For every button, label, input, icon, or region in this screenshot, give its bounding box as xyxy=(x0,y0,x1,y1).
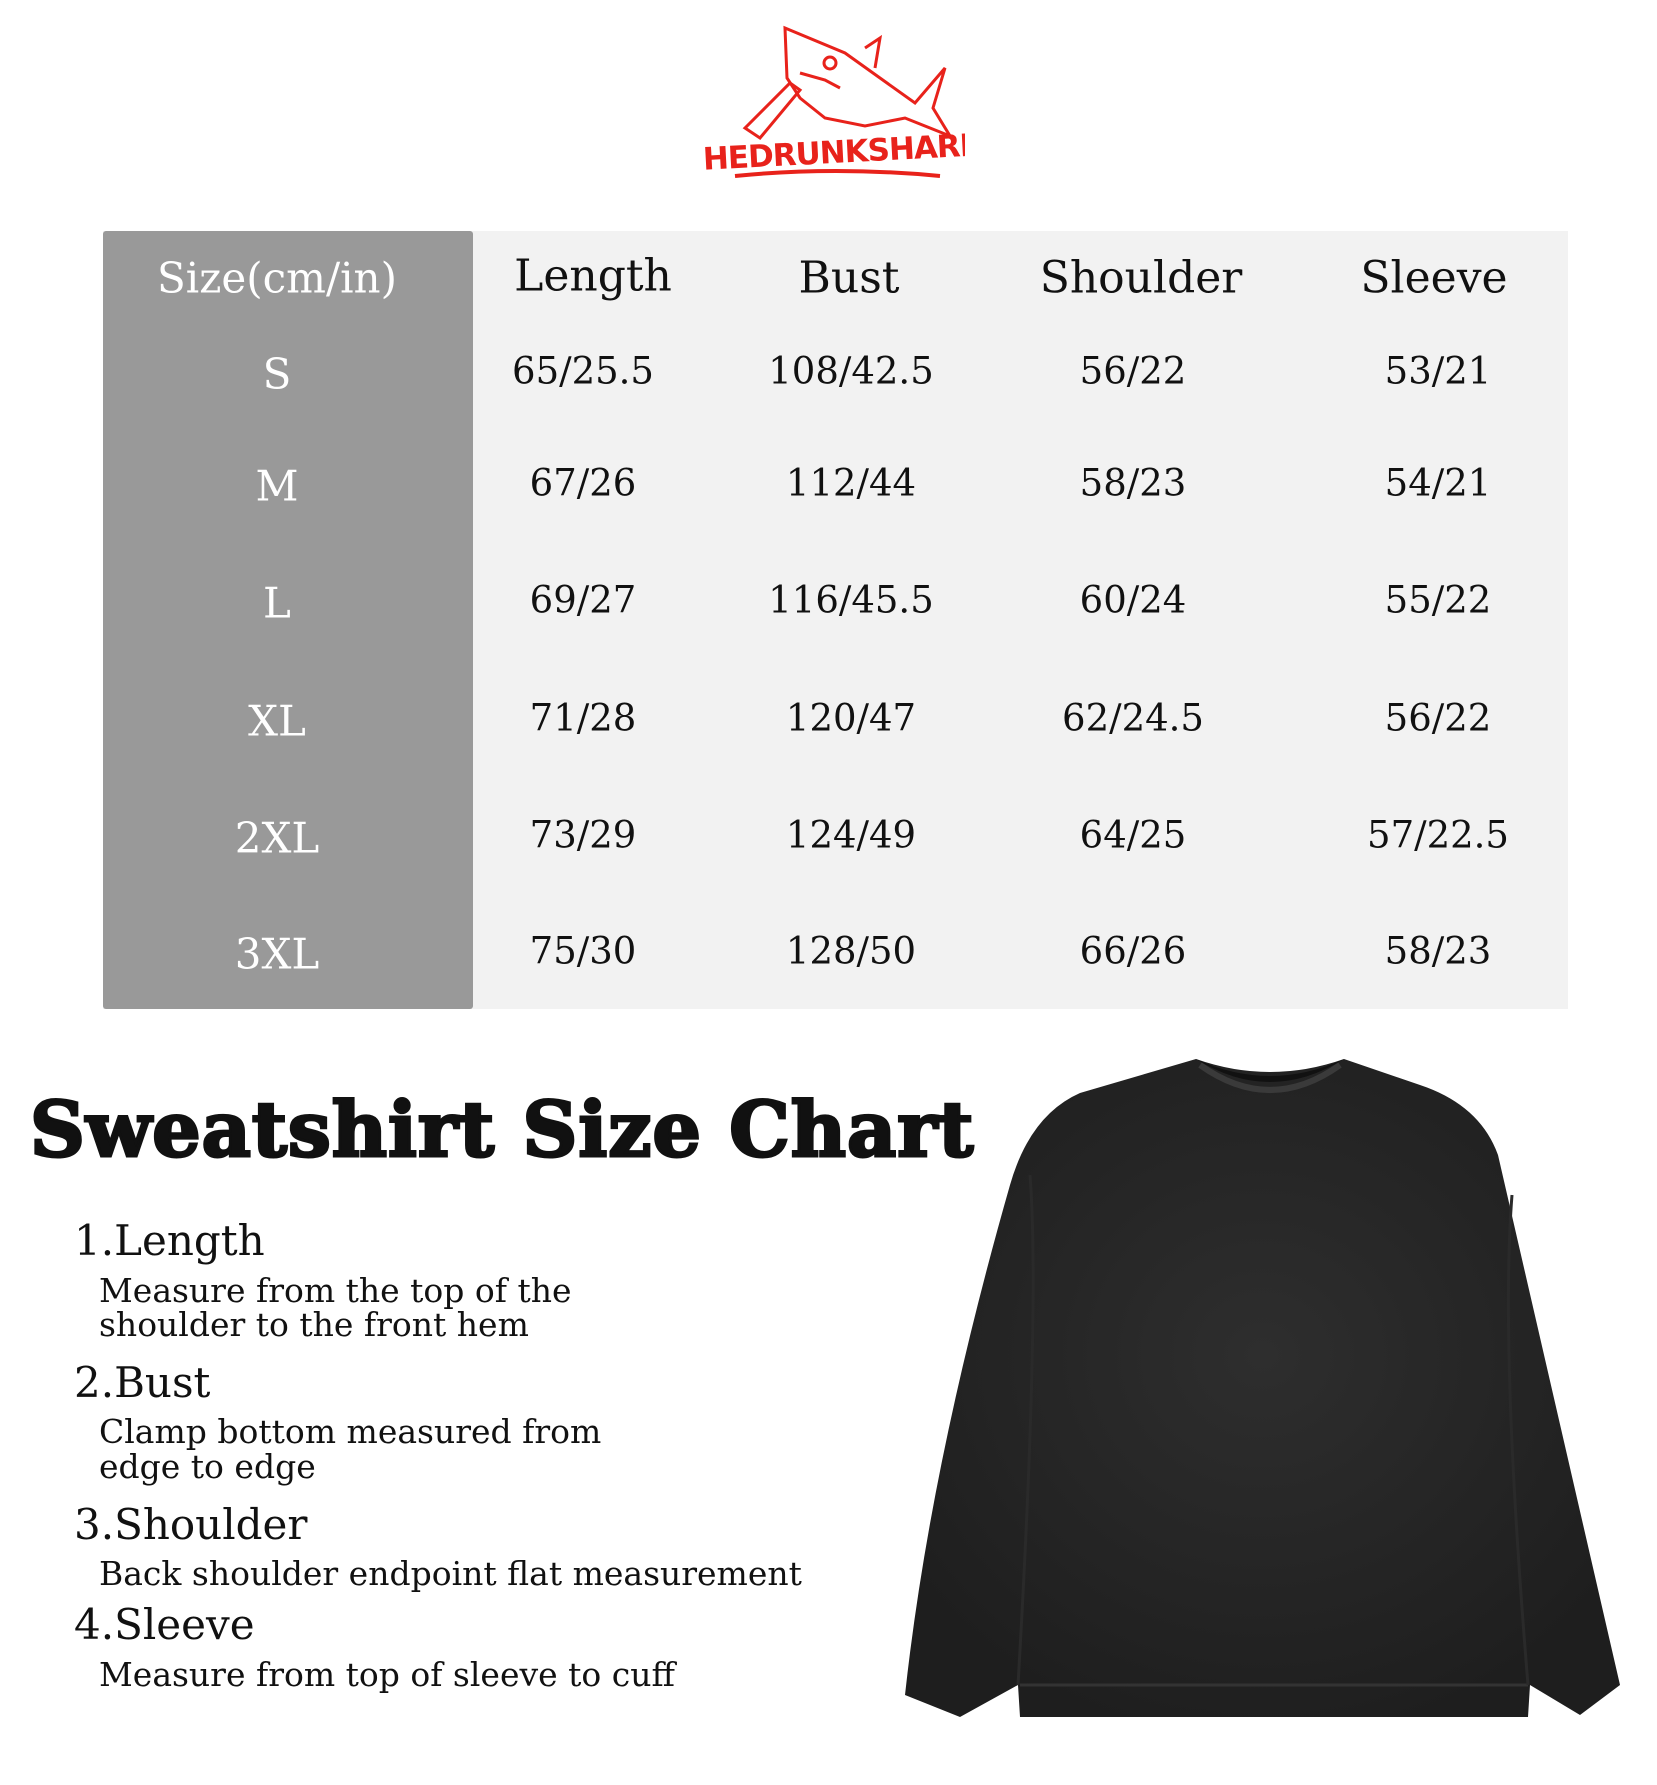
cell-shoulder: 66/26 xyxy=(1079,929,1187,973)
cell-bust: 128/50 xyxy=(785,929,917,973)
cell-sleeve: 57/22.5 xyxy=(1367,813,1509,857)
cell-size: 3XL xyxy=(234,929,320,979)
cell-size: L xyxy=(263,578,291,628)
header-shoulder: Shoulder xyxy=(1039,252,1243,304)
sweatshirt-image xyxy=(900,1045,1640,1725)
header-sleeve: Sleeve xyxy=(1360,252,1508,304)
cell-size: M xyxy=(255,461,299,511)
cell-sleeve: 55/22 xyxy=(1384,578,1492,622)
size-column xyxy=(103,231,473,1009)
cell-shoulder: 56/22 xyxy=(1079,349,1187,393)
cell-bust: 120/47 xyxy=(785,696,917,740)
cell-length: 71/28 xyxy=(529,696,637,740)
cell-bust: 124/49 xyxy=(785,813,917,857)
cell-size: XL xyxy=(248,696,306,746)
cell-sleeve: 58/23 xyxy=(1384,929,1492,973)
cell-sleeve: 56/22 xyxy=(1384,696,1492,740)
measure-description: shoulder to the front hem xyxy=(99,1305,529,1344)
cell-bust: 108/42.5 xyxy=(768,349,934,393)
cell-shoulder: 60/24 xyxy=(1079,578,1187,622)
cell-shoulder: 62/24.5 xyxy=(1062,696,1204,740)
header-size: Size(cm/in) xyxy=(157,253,397,303)
cell-length: 65/25.5 xyxy=(512,349,654,393)
cell-shoulder: 64/25 xyxy=(1079,813,1187,857)
cell-bust: 112/44 xyxy=(785,461,917,505)
cell-length: 73/29 xyxy=(529,813,637,857)
header-length: Length xyxy=(514,250,672,302)
measure-heading: 2.Bust xyxy=(74,1358,211,1407)
cell-length: 75/30 xyxy=(529,929,637,973)
measure-description: Measure from top of sleeve to cuff xyxy=(99,1655,675,1694)
measure-description: Back shoulder endpoint flat measurement xyxy=(99,1554,802,1593)
measure-description: Clamp bottom measured from xyxy=(99,1412,602,1451)
brand-logo: THEDRUNKSHARK xyxy=(682,8,986,188)
header-bust: Bust xyxy=(798,252,900,304)
cell-size: 2XL xyxy=(234,813,320,863)
measure-heading: 3.Shoulder xyxy=(74,1500,308,1549)
cell-length: 67/26 xyxy=(529,461,637,505)
measure-description: edge to edge xyxy=(99,1447,316,1486)
cell-length: 69/27 xyxy=(529,578,637,622)
cell-bust: 116/45.5 xyxy=(768,578,934,622)
cell-sleeve: 54/21 xyxy=(1384,461,1492,505)
measure-heading: 4.Sleeve xyxy=(74,1600,255,1649)
measure-description: Measure from the top of the xyxy=(99,1271,572,1310)
measure-heading: 1.Length xyxy=(74,1216,265,1265)
page-title: Sweatshirt Size Chart xyxy=(28,1084,975,1176)
cell-sleeve: 53/21 xyxy=(1384,349,1492,393)
cell-shoulder: 58/23 xyxy=(1079,461,1187,505)
cell-size: S xyxy=(262,349,292,399)
